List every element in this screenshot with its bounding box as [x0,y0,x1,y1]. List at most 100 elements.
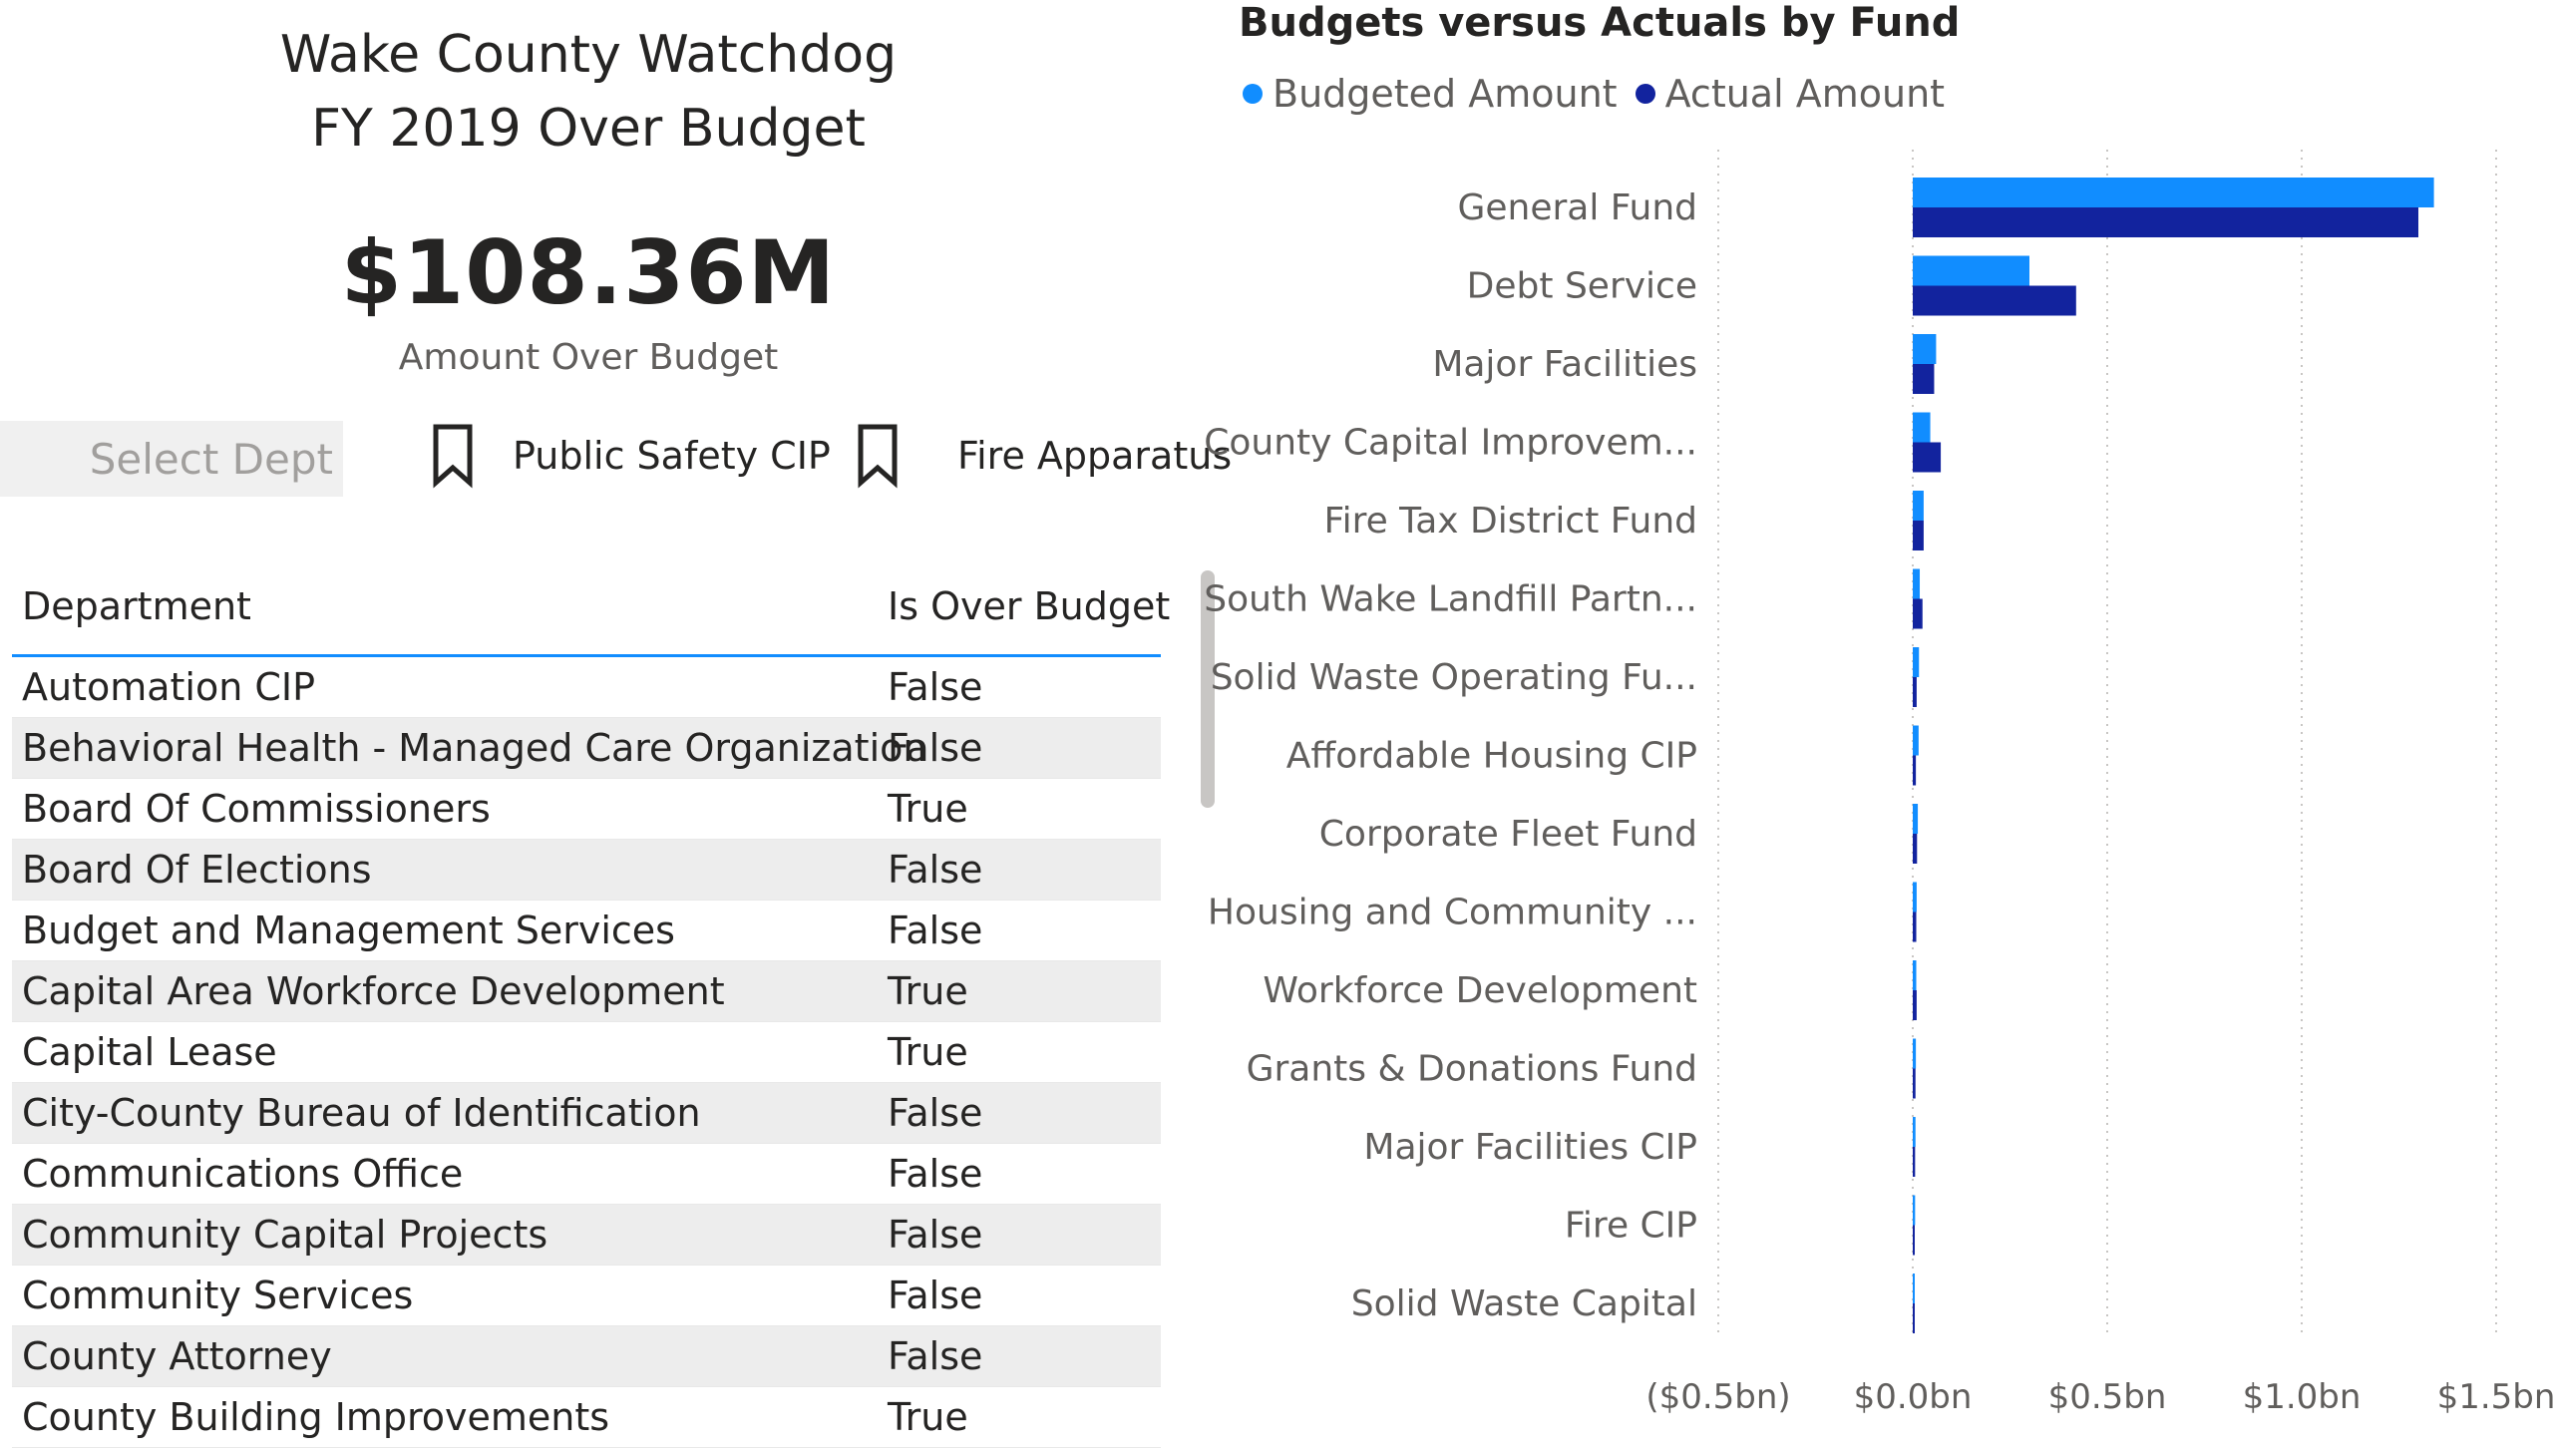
bar-actual[interactable] [1913,285,2076,316]
bar-budgeted[interactable] [1913,725,1919,756]
category-label: Debt Service [1467,266,1697,307]
bar-actual[interactable] [1913,1225,1915,1256]
bar-actual[interactable] [1913,598,1923,629]
department-cell: County Building Improvements [22,1395,610,1439]
table-row[interactable]: County Building Improvements True [12,1387,1161,1448]
over-budget-cell: False [888,1213,983,1257]
category-label: Fire CIP [1565,1206,1697,1247]
bar-budgeted[interactable] [1913,1274,1915,1303]
legend-label-actual: Actual Amount [1664,72,1946,116]
department-cell: Automation CIP [22,665,316,709]
bar-budgeted[interactable] [1913,1117,1916,1147]
x-tick-label: $0.5bn [2048,1377,2167,1417]
bar-actual[interactable] [1913,834,1918,864]
table-row[interactable]: Community Services False [12,1266,1161,1326]
bar-actual[interactable] [1913,521,1924,550]
legend-marker-budgeted [1243,84,1263,104]
table-scrollbar[interactable] [1201,570,1215,808]
category-label: Affordable Housing CIP [1286,736,1697,777]
bookmark-fire-apparatus[interactable]: Fire Apparatus [856,423,1232,489]
over-budget-cell: False [888,1152,983,1196]
x-tick-label: $0.0bn [1854,1377,1973,1417]
bar-budgeted[interactable] [1913,178,2434,207]
bar-actual[interactable] [1913,364,1935,394]
x-tick-label: $1.0bn [2243,1377,2362,1417]
bookmark-public-safety-cip[interactable]: Public Safety CIP [431,423,831,489]
department-cell: Budget and Management Services [22,909,675,952]
chart-legend: Budgeted Amount Actual Amount [1243,72,1963,116]
table-row[interactable]: Communications Office False [12,1144,1161,1205]
table-row[interactable]: Capital Lease True [12,1022,1161,1083]
bar-budgeted[interactable] [1913,1195,1916,1226]
legend-marker-actual [1635,84,1655,104]
over-budget-cell: False [888,665,983,709]
department-cell: Behavioral Health - Managed Care Organiz… [22,726,927,770]
department-slicer[interactable]: Select Dept [0,421,343,497]
legend-item-actual[interactable]: Actual Amount [1635,72,1946,116]
bookmark-icon [858,424,898,489]
bar-actual[interactable] [1913,755,1917,786]
column-header-department[interactable]: Department [22,584,251,628]
over-budget-cell: True [888,1395,968,1439]
bar-budgeted[interactable] [1913,647,1920,677]
table-row[interactable]: Automation CIP False [12,657,1161,718]
slicer-placeholder: Select Dept [89,435,333,484]
bar-actual[interactable] [1913,1303,1915,1333]
department-cell: Capital Area Workforce Development [22,969,725,1013]
bar-actual[interactable] [1913,1068,1916,1099]
table-header: Department Is Over Budget [12,570,1170,657]
bookmark-label: Public Safety CIP [513,434,831,478]
over-budget-cell: False [888,1274,983,1317]
bar-actual[interactable] [1913,990,1917,1020]
chart-title: Budgets versus Actuals by Fund [1239,0,1961,46]
table-row[interactable]: City-County Bureau of Identification Fals… [12,1083,1161,1144]
bar-actual[interactable] [1913,677,1917,707]
over-budget-cell: False [888,909,983,952]
department-cell: Community Capital Projects [22,1213,548,1257]
bar-budgeted[interactable] [1913,568,1921,599]
title-line-2: FY 2019 Over Budget [311,99,866,159]
table-row[interactable]: Budget and Management Services False [12,901,1161,961]
bar-actual[interactable] [1913,442,1942,473]
bar-budgeted[interactable] [1913,1038,1917,1069]
bar-actual[interactable] [1913,207,2418,237]
table-row[interactable]: Board Of Elections False [12,840,1161,901]
department-table: Department Is Over Budget Automation CIP… [12,570,1170,1448]
category-label: Workforce Development [1263,970,1697,1011]
title-line-1: Wake County Watchdog [279,25,898,85]
category-label: Major Facilities [1432,344,1697,385]
report-title: Wake County Watchdog FY 2019 Over Budget [0,18,1177,166]
category-label: Solid Waste Operating Fu... [1211,657,1697,698]
over-budget-cell: True [888,787,968,831]
column-header-is-over-budget[interactable]: Is Over Budget [888,584,1171,628]
legend-label-budgeted: Budgeted Amount [1273,72,1618,116]
table-row[interactable]: Behavioral Health - Managed Care Organiz… [12,718,1161,779]
over-budget-cell: False [888,1091,983,1135]
legend-item-budgeted[interactable]: Budgeted Amount [1243,72,1618,116]
over-budget-cell: False [888,1334,983,1378]
bar-budgeted[interactable] [1913,412,1931,443]
table-row[interactable]: Capital Area Workforce Development True [12,961,1161,1022]
department-cell: Community Services [22,1274,414,1317]
bookmark-icon [433,424,473,489]
bar-budgeted[interactable] [1913,334,1937,364]
x-tick-label: $1.5bn [2437,1377,2553,1417]
over-budget-cell: False [888,726,983,770]
table-row[interactable]: Community Capital Projects False [12,1205,1161,1266]
bar-budgeted[interactable] [1913,882,1917,912]
table-body: Automation CIP False Behavioral Health - M… [12,657,1161,1448]
bar-budgeted[interactable] [1913,804,1919,834]
bar-actual[interactable] [1913,1147,1916,1177]
bar-budgeted[interactable] [1913,255,2029,286]
category-label: Major Facilities CIP [1363,1127,1697,1168]
bar-budgeted[interactable] [1913,960,1917,990]
category-label: Corporate Fleet Fund [1319,814,1697,855]
table-row[interactable]: Board Of Commissioners True [12,779,1161,840]
kpi-amount-value: $108.36M [340,221,837,324]
bar-actual[interactable] [1913,911,1917,942]
department-cell: City-County Bureau of Identification [22,1091,701,1135]
kpi-amount-label: Amount Over Budget [398,337,779,378]
bar-budgeted[interactable] [1913,491,1924,521]
x-tick-label: ($0.5bn) [1645,1377,1790,1417]
table-row[interactable]: County Attorney False [12,1326,1161,1387]
